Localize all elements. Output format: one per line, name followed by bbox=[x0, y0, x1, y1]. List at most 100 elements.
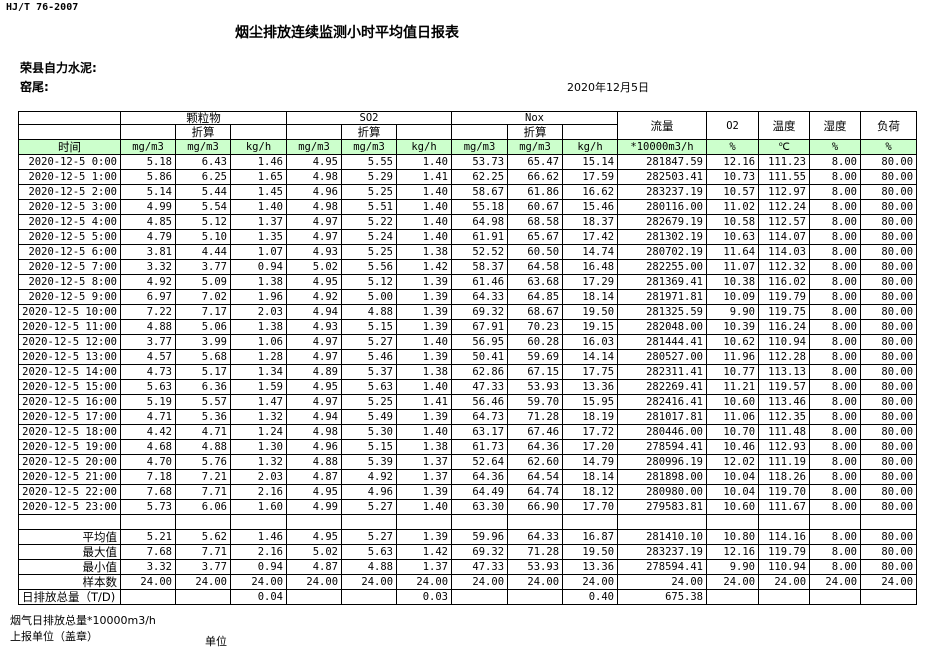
cell: 17.72 bbox=[562, 424, 619, 440]
cell: 80.00 bbox=[860, 544, 918, 560]
cell: 112.97 bbox=[758, 184, 811, 200]
cell: 18.14 bbox=[562, 289, 619, 305]
cell: 6.25 bbox=[175, 169, 231, 185]
row-label: 2020-12-5 15:00 bbox=[18, 379, 121, 395]
cell: 114.16 bbox=[758, 529, 811, 545]
cell: 5.21 bbox=[120, 529, 176, 545]
cell: 8.00 bbox=[809, 319, 862, 335]
cell: 1.41 bbox=[396, 394, 453, 410]
cell: 5.06 bbox=[175, 319, 231, 335]
table-row: 2020-12-5 7:00 3.32 3.77 0.94 5.02 5.56 1.42 58… bbox=[18, 259, 918, 275]
cell: 5.15 bbox=[341, 439, 398, 455]
cell: 5.25 bbox=[341, 394, 398, 410]
cell: 4.95 bbox=[286, 274, 343, 290]
cell: 5.24 bbox=[341, 229, 398, 245]
table-row: 2020-12-5 4:00 4.85 5.12 1.37 4.97 5.22 1.40 64… bbox=[18, 214, 918, 230]
cell: 9.90 bbox=[706, 304, 760, 320]
cell: 5.27 bbox=[341, 334, 398, 350]
cell: 5.39 bbox=[341, 454, 398, 470]
cell: 63.30 bbox=[451, 499, 509, 515]
cell: 114.03 bbox=[758, 244, 811, 260]
footer-sign-line: 上报单位（盖章） 单位 bbox=[10, 629, 916, 648]
cell: 0.04 bbox=[229, 589, 288, 605]
cell: 5.30 bbox=[341, 424, 398, 440]
cell: 18.14 bbox=[562, 469, 619, 485]
cell: 4.87 bbox=[286, 559, 343, 575]
table-row: 2020-12-5 22:00 7.68 7.71 2.16 4.95 4.96 1.39 6… bbox=[18, 484, 918, 500]
cell: 4.42 bbox=[120, 424, 176, 440]
cell: 1.46 bbox=[229, 529, 288, 545]
cell: 7.71 bbox=[175, 484, 231, 500]
cell: 5.55 bbox=[341, 154, 398, 170]
cell: 80.00 bbox=[860, 409, 918, 425]
cell: 281410.10 bbox=[617, 529, 708, 545]
cell: 282679.19 bbox=[617, 214, 708, 230]
cell: 1.59 bbox=[229, 379, 288, 395]
unit-cell: % bbox=[706, 139, 760, 155]
cell: 4.79 bbox=[120, 229, 176, 245]
table-row: 2020-12-5 20:00 4.70 5.76 1.32 4.88 5.39 1.37 5… bbox=[18, 454, 918, 470]
row-label: 2020-12-5 22:00 bbox=[18, 484, 121, 500]
cell: 282416.41 bbox=[617, 394, 708, 410]
cell: 17.29 bbox=[562, 274, 619, 290]
cell: 58.67 bbox=[451, 184, 509, 200]
o2-header: O2 bbox=[706, 111, 760, 140]
cell: 1.39 bbox=[396, 274, 453, 290]
header-row-1: 颗粒物 SO2 Nox 流量 O2 温度 湿度 负荷 bbox=[18, 111, 918, 140]
cell: 119.70 bbox=[758, 484, 811, 500]
cell: 8.00 bbox=[809, 469, 862, 485]
cell: 12.02 bbox=[706, 454, 760, 470]
cell: 4.98 bbox=[286, 424, 343, 440]
cell: 80.00 bbox=[860, 364, 918, 380]
cell: 1.60 bbox=[229, 499, 288, 515]
cell: 80.00 bbox=[860, 154, 918, 170]
hourly-report-table: 颗粒物 SO2 Nox 流量 O2 温度 湿度 负荷 折算 折算 折算 时间 m… bbox=[18, 111, 918, 605]
cell: 5.02 bbox=[286, 259, 343, 275]
cell: 282311.41 bbox=[617, 364, 708, 380]
cell: 111.55 bbox=[758, 169, 811, 185]
cell: 283237.19 bbox=[617, 544, 708, 560]
row-label: 2020-12-5 4:00 bbox=[18, 214, 121, 230]
cell: 278594.41 bbox=[617, 559, 708, 575]
cell: 4.97 bbox=[286, 394, 343, 410]
unit-cell: mg/m3 bbox=[286, 139, 343, 155]
table-row: 2020-12-5 14:00 4.73 5.17 1.34 4.89 5.37 1.38 6… bbox=[18, 364, 918, 380]
table-row: 2020-12-5 1:00 5.86 6.25 1.65 4.98 5.29 1.41 62… bbox=[18, 169, 918, 185]
cell: 111.19 bbox=[758, 454, 811, 470]
cell: 16.87 bbox=[562, 529, 619, 545]
cell: 1.42 bbox=[396, 544, 453, 560]
cell: 62.60 bbox=[507, 454, 564, 470]
cell: 59.69 bbox=[507, 349, 564, 365]
row-label bbox=[18, 514, 121, 530]
cell: 16.03 bbox=[562, 334, 619, 350]
cell: 281302.19 bbox=[617, 229, 708, 245]
cell: 10.80 bbox=[706, 529, 760, 545]
cell: 5.37 bbox=[341, 364, 398, 380]
cell: 282048.00 bbox=[617, 319, 708, 335]
cell: 24.00 bbox=[860, 574, 918, 590]
cell: 80.00 bbox=[860, 334, 918, 350]
cell: 8.00 bbox=[809, 304, 862, 320]
unit-cell: mg/m3 bbox=[175, 139, 231, 155]
unit-cell: mg/m3 bbox=[507, 139, 564, 155]
row-label: 2020-12-5 9:00 bbox=[18, 289, 121, 305]
cell: 5.27 bbox=[341, 499, 398, 515]
cell: 3.77 bbox=[175, 259, 231, 275]
cell: 7.71 bbox=[175, 544, 231, 560]
cell: 280702.19 bbox=[617, 244, 708, 260]
cell: 7.02 bbox=[175, 289, 231, 305]
cell: 8.00 bbox=[809, 184, 862, 200]
cell: 5.19 bbox=[120, 394, 176, 410]
cell: 80.00 bbox=[860, 454, 918, 470]
cell: 80.00 bbox=[860, 379, 918, 395]
row-label: 2020-12-5 2:00 bbox=[18, 184, 121, 200]
cell: 1.40 bbox=[396, 199, 453, 215]
cell: 10.62 bbox=[706, 334, 760, 350]
cell: 16.62 bbox=[562, 184, 619, 200]
table-row: 2020-12-5 21:00 7.18 7.21 2.03 4.87 4.92 1.37 6… bbox=[18, 469, 918, 485]
cell bbox=[706, 589, 760, 605]
cell: 1.37 bbox=[396, 454, 453, 470]
cell bbox=[229, 514, 288, 530]
unit-cell: ℃ bbox=[758, 139, 811, 155]
header-row-2: 折算 折算 折算 bbox=[18, 124, 917, 140]
